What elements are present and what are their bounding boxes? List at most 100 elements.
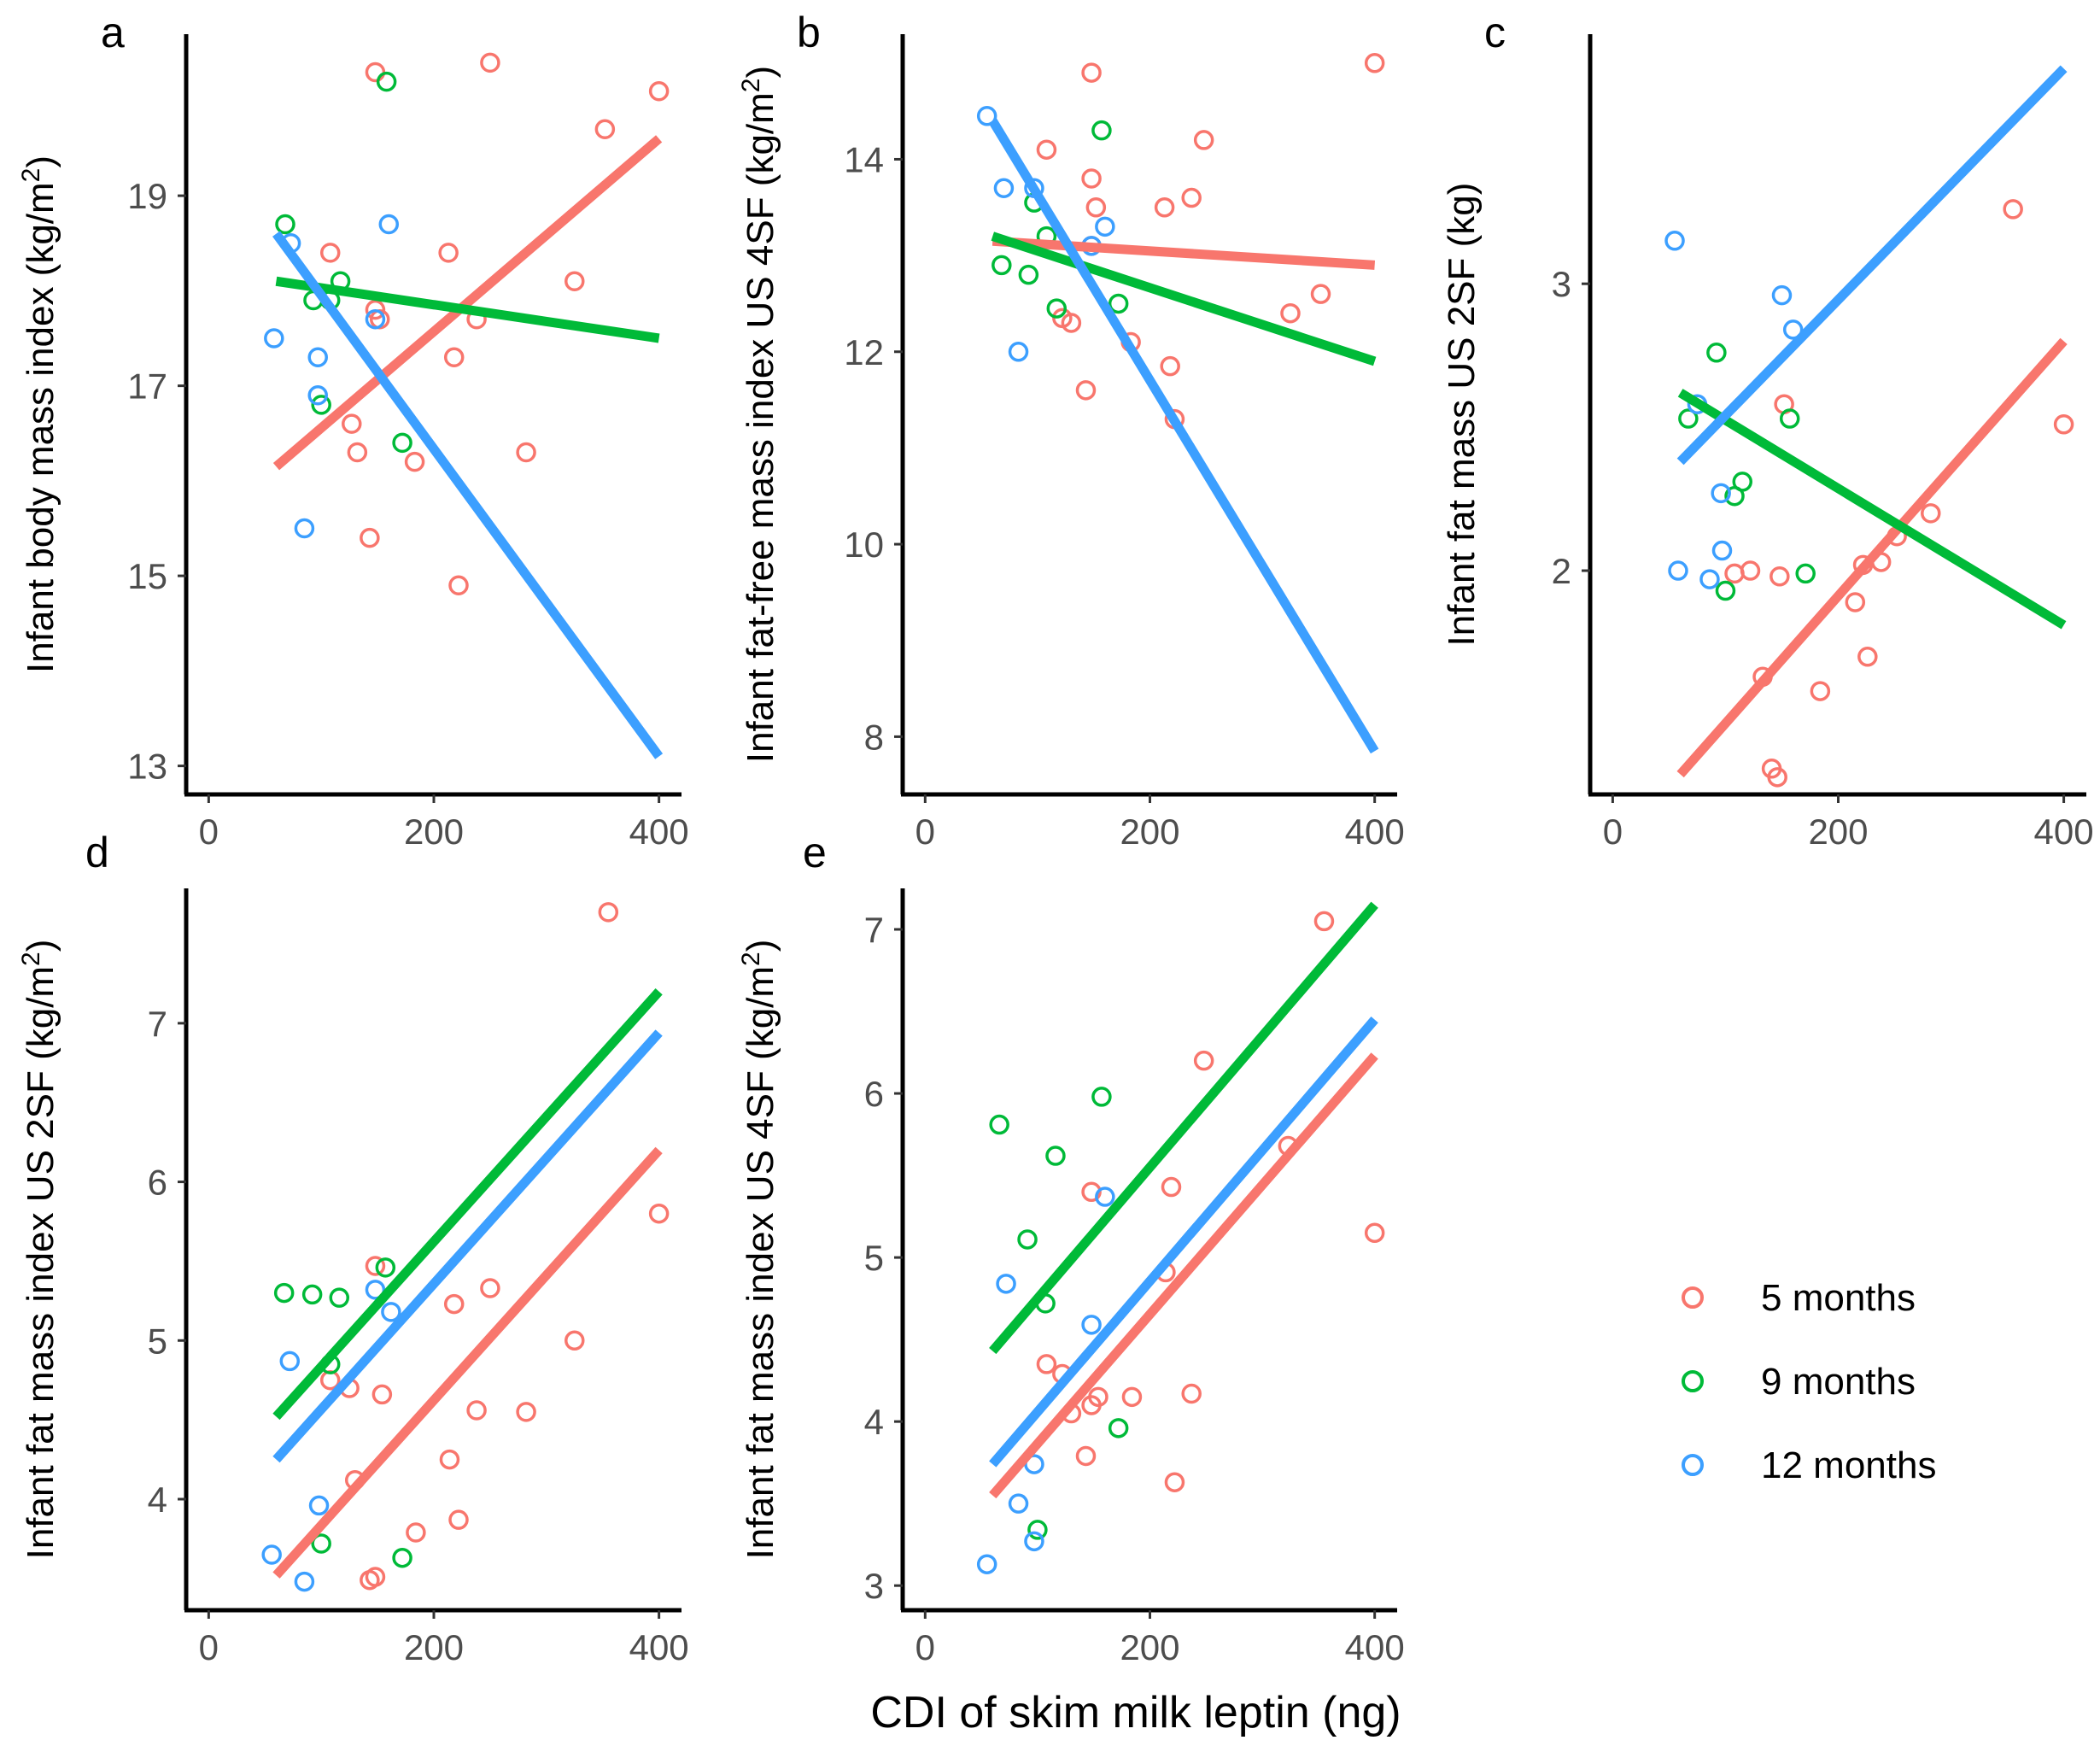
y-tick-label: 6	[148, 1163, 167, 1203]
point-5-months	[438, 243, 459, 263]
fit-line-12-months	[272, 1029, 663, 1463]
x-tick-label: 0	[199, 1627, 219, 1667]
point-5-months	[439, 1449, 460, 1470]
point-5-months	[448, 1509, 469, 1530]
point-5-months	[2003, 199, 2023, 220]
point-9-months	[1045, 1146, 1066, 1166]
y-tick-label: 8	[864, 717, 884, 757]
y-tick-label: 5	[148, 1321, 167, 1361]
point-5-months	[1921, 503, 1941, 524]
point-5-months	[2053, 414, 2074, 435]
y-axis-title: Infant fat mass index US 2SF (kg/m2)	[17, 940, 62, 1560]
legend-label-12-months: 12 months	[1761, 1444, 1936, 1486]
point-12-months	[264, 328, 284, 349]
point-9-months	[392, 432, 412, 454]
point-12-months	[381, 1302, 401, 1322]
point-5-months	[648, 81, 670, 102]
x-tick-label: 400	[2034, 812, 2094, 852]
panel-a: a 0 200 400 13 15 17 19 Infant body mass index (…	[17, 9, 689, 852]
point-5-months	[598, 902, 619, 923]
point-12-months	[976, 106, 997, 126]
point-5-months	[443, 347, 465, 367]
point-5-months	[516, 1402, 536, 1422]
point-9-months	[1678, 408, 1699, 429]
point-12-months	[365, 309, 386, 330]
point-5-months	[1724, 563, 1745, 584]
point-5-months	[1769, 566, 1790, 587]
point-12-months	[1008, 1493, 1029, 1514]
point-5-months	[516, 442, 536, 463]
point-9-months	[392, 1547, 412, 1568]
x-tick-label: 400	[629, 1627, 689, 1667]
point-5-months	[365, 1256, 386, 1276]
legend-label-5-months: 5 months	[1761, 1277, 1916, 1319]
y-tick-label: 13	[127, 747, 167, 787]
point-12-months	[294, 518, 315, 539]
point-5-months	[480, 1278, 500, 1298]
point-9-months	[1706, 343, 1727, 363]
fit-line-12-months	[1676, 65, 2068, 466]
point-12-months	[1095, 216, 1115, 237]
legend: 5 months 9 months 12 months	[1682, 1277, 1936, 1486]
point-12-months	[1711, 540, 1733, 561]
fit-line-12-months	[988, 118, 1379, 754]
point-5-months	[1857, 647, 1878, 667]
point-9-months	[1018, 264, 1039, 285]
point-5-months	[1740, 560, 1761, 581]
point-5-months	[371, 1384, 393, 1405]
point-5-months	[564, 1330, 585, 1351]
point-12-months	[307, 385, 328, 406]
point-5-months	[365, 299, 386, 320]
point-12-months	[308, 1495, 330, 1516]
point-9-months	[273, 1282, 295, 1304]
point-9-months	[1017, 1229, 1038, 1250]
fit-line-9-months	[989, 901, 1378, 1355]
point-5-months	[1364, 1222, 1385, 1244]
fit-line-9-months	[275, 276, 660, 343]
y-tick-label: 3	[1552, 264, 1571, 304]
fit-line-5-months	[272, 135, 663, 471]
point-9-months	[311, 1533, 331, 1554]
point-5-months	[448, 575, 469, 595]
y-tick-label: 2	[1552, 551, 1571, 591]
point-5-months	[365, 62, 386, 83]
point-5-months	[1767, 767, 1787, 788]
point-5-months	[347, 442, 368, 463]
point-5-months	[1181, 187, 1202, 208]
fit-line-5-months	[1676, 337, 2068, 778]
y-tick-label: 4	[864, 1402, 884, 1442]
point-12-months	[1095, 1187, 1115, 1207]
y-axis-title: Infant fat mass US 2SF (kg)	[1441, 183, 1483, 647]
point-5-months	[1193, 1050, 1214, 1071]
y-tick-label: 7	[148, 1004, 167, 1044]
fit-line-5-months	[989, 1052, 1378, 1499]
x-tick-label: 400	[1345, 812, 1405, 852]
point-12-months	[1024, 1531, 1044, 1552]
y-tick-label: 5	[864, 1238, 884, 1278]
point-5-months	[406, 1522, 426, 1543]
point-9-months	[1779, 408, 1800, 429]
point-12-months	[1782, 319, 1804, 340]
x-tick-label: 0	[199, 812, 219, 852]
point-5-months	[1075, 380, 1097, 401]
point-12-months	[996, 1274, 1016, 1294]
point-5-months	[342, 413, 362, 434]
x-tick-label: 200	[404, 812, 464, 852]
fit-line-12-months	[989, 1017, 1378, 1468]
legend-marker-5-months	[1682, 1286, 1704, 1309]
x-axis-title: CDI of skim milk leptin (ng)	[870, 1688, 1401, 1737]
point-5-months	[1075, 1445, 1097, 1467]
point-5-months	[1161, 1176, 1182, 1198]
point-5-months	[1160, 355, 1180, 377]
point-5-months	[1036, 1354, 1057, 1374]
fit-line-5-months	[272, 1146, 663, 1579]
point-9-months	[1108, 293, 1129, 314]
fit-line-9-months	[1677, 389, 2067, 630]
point-9-months	[1046, 298, 1068, 319]
y-tick-label: 12	[844, 332, 884, 372]
point-5-months	[1081, 168, 1102, 189]
point-5-months	[594, 119, 616, 139]
point-5-months	[1036, 139, 1057, 160]
point-9-months	[1724, 485, 1745, 507]
